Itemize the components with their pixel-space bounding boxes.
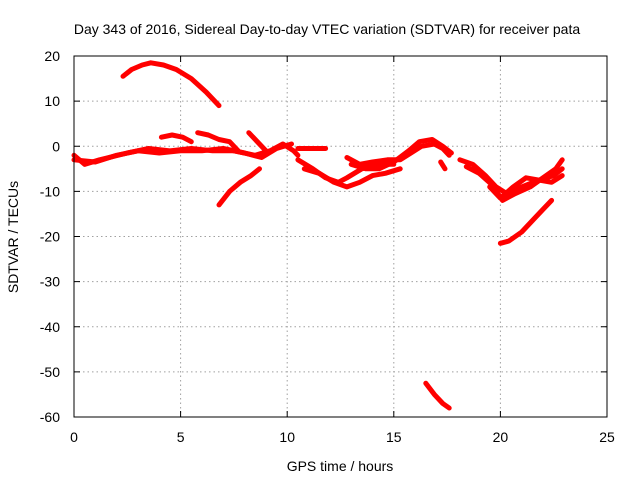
series-arc-3	[120, 60, 222, 109]
y-axis-label: SDTVAR / TECUs	[5, 181, 21, 293]
series-arc-12	[348, 137, 454, 172]
x-axis-label: GPS time / hours	[287, 458, 394, 474]
x-tick-label: 15	[386, 429, 402, 445]
y-tick-label: 20	[44, 48, 60, 64]
grid	[74, 56, 607, 417]
x-tick-label: 10	[279, 429, 295, 445]
x-tick-label: 5	[177, 429, 185, 445]
series-arc-18	[497, 197, 555, 246]
y-tick-label: 10	[44, 93, 60, 109]
x-tick-label: 25	[599, 429, 615, 445]
series-arc-4	[216, 166, 262, 208]
plot-series	[71, 60, 565, 411]
y-tick-label: -10	[40, 183, 60, 199]
series-arc-14	[423, 380, 452, 411]
chart-title: Day 343 of 2016, Sidereal Day-to-day VTE…	[74, 21, 581, 37]
series-arc-13	[438, 159, 448, 172]
tick-labels: 0 5 10 15 20 25 20 10 0 -10 -20 -30 -40 -50 -60	[40, 48, 615, 445]
series-arc-17	[487, 173, 565, 201]
plot-frame	[73, 55, 608, 418]
series-arc-2	[71, 141, 294, 165]
y-tick-label: -60	[40, 409, 60, 425]
x-tick-label: 20	[493, 429, 509, 445]
y-tick-label: -50	[40, 364, 60, 380]
series-arc-10	[301, 166, 403, 190]
series-arc-16	[463, 157, 565, 203]
y-tick-label: -30	[40, 274, 60, 290]
series-arc-5	[158, 132, 194, 145]
series-arc-7	[246, 130, 271, 156]
y-tick-label: 0	[52, 138, 60, 154]
y-tick-label: -20	[40, 229, 60, 245]
x-tick-label: 0	[70, 429, 78, 445]
series-arc-6	[195, 130, 241, 154]
y-tick-label: -40	[40, 319, 60, 335]
